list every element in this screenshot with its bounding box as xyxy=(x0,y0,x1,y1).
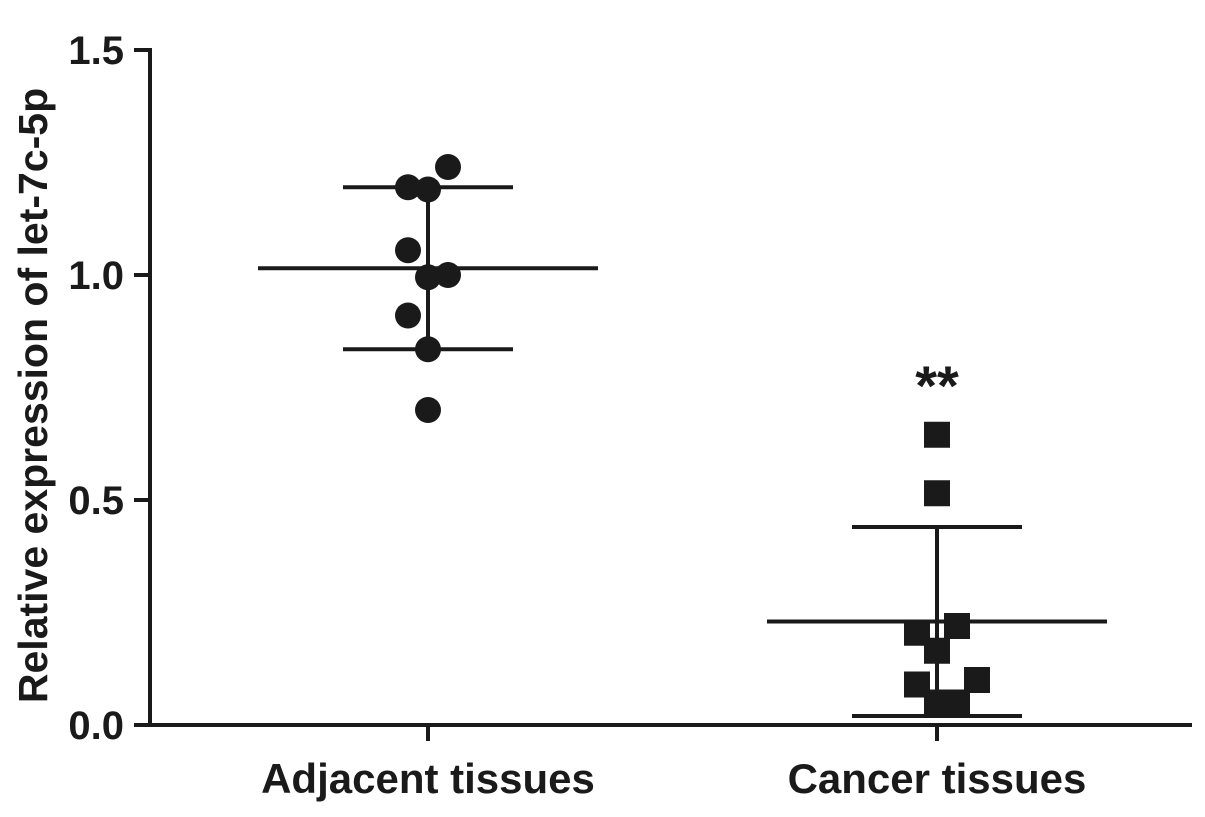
y-axis-title: Relative expression of let-7c-5p xyxy=(10,88,56,703)
data-point-square xyxy=(924,421,950,448)
data-point-circle xyxy=(415,397,441,423)
data-point-square xyxy=(924,480,950,507)
significance-annotation: ** xyxy=(915,354,959,417)
x-tick-label: Cancer tissues xyxy=(788,755,1087,802)
data-point-circle xyxy=(395,302,421,329)
data-point-square xyxy=(964,667,990,693)
data-point-circle xyxy=(395,174,421,201)
data-point-square xyxy=(944,613,970,639)
data-point-circle xyxy=(415,336,441,363)
data-point-square xyxy=(924,637,950,664)
data-point-square xyxy=(944,689,970,716)
y-tick-label: 0.5 xyxy=(68,479,124,523)
data-point-circle xyxy=(415,264,441,291)
y-tick-label: 1.5 xyxy=(68,29,124,73)
data-point-circle xyxy=(435,154,461,180)
y-tick-label: 0.0 xyxy=(68,704,124,748)
data-point-circle xyxy=(435,262,461,288)
data-point-circle xyxy=(415,176,441,203)
data-point-circle xyxy=(395,237,421,264)
y-tick-label: 1.0 xyxy=(68,254,124,298)
x-tick-label: Adjacent tissues xyxy=(261,755,595,802)
